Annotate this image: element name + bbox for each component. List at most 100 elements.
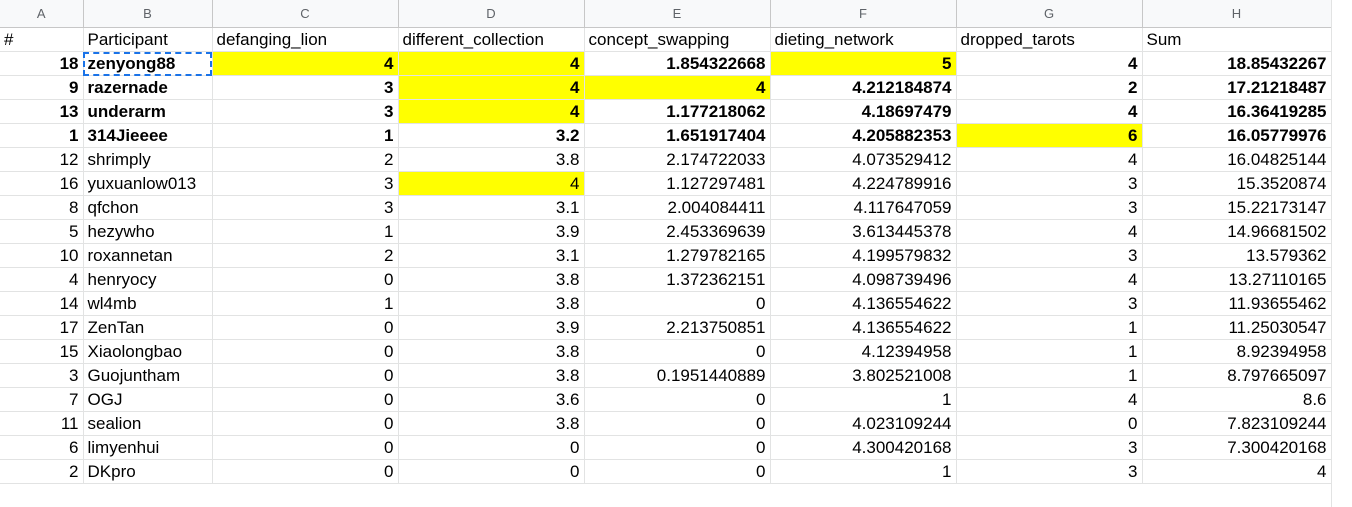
cell-col-f[interactable]: 4.300420168: [770, 435, 957, 460]
cell-col-g[interactable]: 1: [956, 315, 1143, 340]
cell-col-f[interactable]: 4.212184874: [770, 75, 957, 100]
cell-col-h[interactable]: 13.579362: [1142, 243, 1332, 268]
cell-col-e[interactable]: 2.004084411: [584, 195, 771, 220]
cell-col-h[interactable]: 18.85432267: [1142, 51, 1332, 76]
cell-col-b[interactable]: qfchon: [83, 195, 213, 220]
cell-col-e[interactable]: 1.651917404: [584, 123, 771, 148]
cell-col-h[interactable]: 7.823109244: [1142, 411, 1332, 436]
cell-col-b[interactable]: razernade: [83, 75, 213, 100]
cell-col-b[interactable]: Guojuntham: [83, 363, 213, 388]
column-header-a[interactable]: A: [0, 0, 84, 28]
header-cell-col-e[interactable]: concept_swapping: [584, 27, 771, 52]
cell-col-g[interactable]: 3: [956, 435, 1143, 460]
cell-col-c[interactable]: 0: [212, 339, 399, 364]
header-cell-col-b[interactable]: Participant: [83, 27, 213, 52]
cell-col-d[interactable]: 3.1: [398, 195, 585, 220]
cell-col-b[interactable]: sealion: [83, 411, 213, 436]
cell-col-b[interactable]: OGJ: [83, 387, 213, 412]
cell-col-e[interactable]: 1.177218062: [584, 99, 771, 124]
cell-col-a[interactable]: 17: [0, 315, 84, 340]
cell-col-a[interactable]: 5: [0, 219, 84, 244]
cell-col-e[interactable]: 4: [584, 75, 771, 100]
cell-col-h[interactable]: 14.96681502: [1142, 219, 1332, 244]
cell-col-e[interactable]: 0: [584, 339, 771, 364]
cell-col-b[interactable]: Xiaolongbao: [83, 339, 213, 364]
cell-col-e[interactable]: 0.1951440889: [584, 363, 771, 388]
cell-col-d[interactable]: 3.8: [398, 339, 585, 364]
cell-col-d[interactable]: 3.9: [398, 315, 585, 340]
cell-col-b[interactable]: 314Jieeee: [83, 123, 213, 148]
cell-col-a[interactable]: 7: [0, 387, 84, 412]
cell-col-g[interactable]: 2: [956, 75, 1143, 100]
cell-col-c[interactable]: 3: [212, 195, 399, 220]
cell-col-f[interactable]: 4.205882353: [770, 123, 957, 148]
cell-col-a[interactable]: 15: [0, 339, 84, 364]
cell-col-c[interactable]: 0: [212, 363, 399, 388]
cell-col-b[interactable]: DKpro: [83, 459, 213, 484]
cell-col-f[interactable]: 4.117647059: [770, 195, 957, 220]
header-cell-col-g[interactable]: dropped_tarots: [956, 27, 1143, 52]
cell-col-e[interactable]: 1.279782165: [584, 243, 771, 268]
cell-col-h[interactable]: 11.25030547: [1142, 315, 1332, 340]
cell-col-b[interactable]: wl4mb: [83, 291, 213, 316]
cell-col-g[interactable]: 4: [956, 99, 1143, 124]
cell-col-c[interactable]: 0: [212, 387, 399, 412]
column-header-f[interactable]: F: [770, 0, 957, 28]
cell-col-b[interactable]: yuxuanlow013: [83, 171, 213, 196]
cell-col-g[interactable]: 6: [956, 123, 1143, 148]
cell-col-d[interactable]: 3.6: [398, 387, 585, 412]
cell-col-g[interactable]: 1: [956, 339, 1143, 364]
header-cell-col-a[interactable]: #: [0, 27, 84, 52]
cell-col-e[interactable]: 0: [584, 459, 771, 484]
cell-col-f[interactable]: 4.023109244: [770, 411, 957, 436]
cell-col-a[interactable]: 2: [0, 459, 84, 484]
cell-col-g[interactable]: 3: [956, 171, 1143, 196]
cell-col-a[interactable]: 1: [0, 123, 84, 148]
cell-col-c[interactable]: 1: [212, 123, 399, 148]
cell-col-g[interactable]: 3: [956, 243, 1143, 268]
cell-col-f[interactable]: 4.073529412: [770, 147, 957, 172]
cell-col-d[interactable]: 3.8: [398, 291, 585, 316]
cell-col-g[interactable]: 4: [956, 219, 1143, 244]
cell-col-c[interactable]: 0: [212, 411, 399, 436]
cell-col-a[interactable]: 12: [0, 147, 84, 172]
cell-col-d[interactable]: 4: [398, 171, 585, 196]
cell-col-e[interactable]: 2.213750851: [584, 315, 771, 340]
cell-col-a[interactable]: 14: [0, 291, 84, 316]
header-cell-col-f[interactable]: dieting_network: [770, 27, 957, 52]
cell-col-c[interactable]: 1: [212, 219, 399, 244]
cell-col-c[interactable]: 2: [212, 243, 399, 268]
cell-col-a[interactable]: 10: [0, 243, 84, 268]
cell-col-e[interactable]: 0: [584, 387, 771, 412]
cell-col-f[interactable]: 1: [770, 387, 957, 412]
cell-col-h[interactable]: 4: [1142, 459, 1332, 484]
cell-col-d[interactable]: 3.8: [398, 147, 585, 172]
cell-col-a[interactable]: 9: [0, 75, 84, 100]
column-header-e[interactable]: E: [584, 0, 771, 28]
cell-col-c[interactable]: 2: [212, 147, 399, 172]
cell-col-d[interactable]: 3.9: [398, 219, 585, 244]
cell-col-h[interactable]: 11.93655462: [1142, 291, 1332, 316]
cell-col-e[interactable]: 0: [584, 411, 771, 436]
cell-col-d[interactable]: 4: [398, 75, 585, 100]
cell-col-a[interactable]: 18: [0, 51, 84, 76]
cell-col-a[interactable]: 8: [0, 195, 84, 220]
cell-col-g[interactable]: 1: [956, 363, 1143, 388]
cell-col-d[interactable]: 3.2: [398, 123, 585, 148]
cell-col-h[interactable]: 15.22173147: [1142, 195, 1332, 220]
header-cell-col-h[interactable]: Sum: [1142, 27, 1332, 52]
cell-col-g[interactable]: 3: [956, 195, 1143, 220]
cell-col-b[interactable]: roxannetan: [83, 243, 213, 268]
cell-col-c[interactable]: 4: [212, 51, 399, 76]
cell-col-d[interactable]: 3.8: [398, 363, 585, 388]
cell-col-b[interactable]: ZenTan: [83, 315, 213, 340]
cell-col-h[interactable]: 8.797665097: [1142, 363, 1332, 388]
cell-col-h[interactable]: 8.6: [1142, 387, 1332, 412]
cell-col-e[interactable]: 1.127297481: [584, 171, 771, 196]
cell-col-h[interactable]: 13.27110165: [1142, 267, 1332, 292]
column-header-h[interactable]: H: [1142, 0, 1332, 28]
cell-col-c[interactable]: 0: [212, 459, 399, 484]
cell-col-a[interactable]: 11: [0, 411, 84, 436]
cell-col-b[interactable]: hezywho: [83, 219, 213, 244]
cell-col-g[interactable]: 3: [956, 291, 1143, 316]
